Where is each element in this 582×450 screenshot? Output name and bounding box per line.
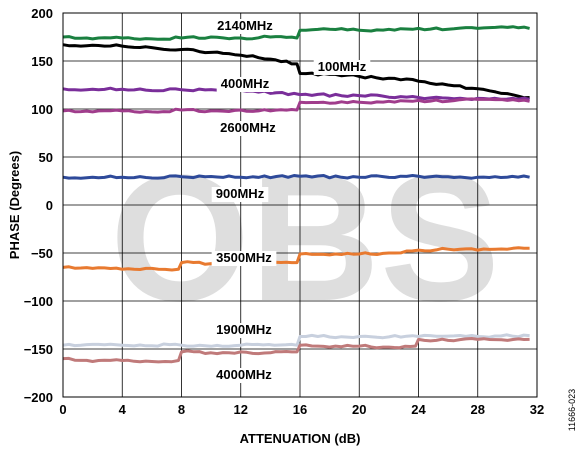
series-line-400mhz — [63, 88, 530, 99]
y-tick-label: 150 — [31, 54, 53, 69]
series-label-900mhz: 900MHz — [216, 186, 265, 201]
x-tick-label: 0 — [59, 402, 66, 417]
y-tick-label: 200 — [31, 6, 53, 21]
x-tick-label: 8 — [178, 402, 185, 417]
series-label-2600mhz: 2600MHz — [220, 120, 276, 135]
x-tick-label: 32 — [530, 402, 544, 417]
y-tick-label: −100 — [24, 294, 53, 309]
series-label-3500mhz: 3500MHz — [216, 250, 272, 265]
y-axis-title: PHASE (Degrees) — [7, 151, 22, 259]
series-line-2600mhz — [63, 99, 530, 112]
series-label-400mhz: 400MHz — [221, 76, 270, 91]
x-tick-label: 28 — [471, 402, 485, 417]
series-label-4000mhz: 4000MHz — [216, 367, 272, 382]
y-tick-label: −200 — [24, 390, 53, 405]
series-line-4000mhz — [63, 339, 530, 362]
x-axis-title: ATTENUATION (dB) — [240, 431, 361, 446]
y-tick-label: −150 — [24, 342, 53, 357]
y-tick-label: 0 — [46, 198, 53, 213]
figure-id: 11666-023 — [567, 389, 577, 431]
x-tick-label: 12 — [234, 402, 248, 417]
x-tick-labels: 0 4 8 12 16 20 24 28 32 — [59, 402, 544, 417]
y-tick-label: −50 — [31, 246, 53, 261]
x-tick-label: 16 — [293, 402, 307, 417]
series-label-2140mhz: 2140MHz — [217, 18, 273, 33]
x-tick-label: 24 — [411, 402, 426, 417]
y-tick-label: 100 — [31, 102, 53, 117]
x-tick-label: 20 — [352, 402, 366, 417]
series-label-100mhz: 100MHz — [318, 59, 367, 74]
series-line-2140mhz — [63, 27, 530, 40]
series-label-1900mhz: 1900MHz — [216, 322, 272, 337]
watermark: OBS — [110, 138, 500, 339]
x-tick-label: 4 — [119, 402, 127, 417]
y-tick-labels: 200 150 100 50 0 −50 −100 −150 −200 — [24, 6, 53, 405]
y-tick-label: 50 — [39, 150, 53, 165]
